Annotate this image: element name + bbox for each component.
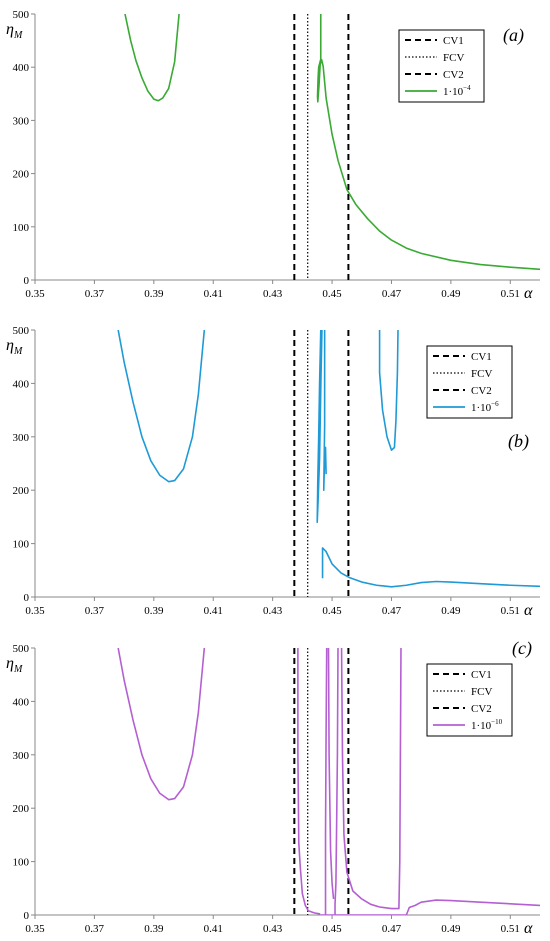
- x-tick-label: 0.49: [441, 288, 461, 300]
- legend-entry-label: CV2: [471, 385, 492, 397]
- legend-entry-label: CV1: [471, 669, 492, 681]
- x-axis-label: α: [524, 602, 533, 619]
- x-tick-label: 0.43: [263, 923, 283, 935]
- legend-entry-label: CV1: [471, 351, 492, 363]
- panel-label: (a): [503, 25, 524, 46]
- x-tick-label: 0.39: [144, 605, 164, 617]
- x-tick-label: 0.51: [501, 288, 520, 300]
- x-tick-label: 0.37: [85, 923, 105, 935]
- y-tick-label: 100: [13, 539, 30, 551]
- x-tick-label: 0.39: [144, 923, 164, 935]
- legend-entry-exponent: −4: [463, 84, 471, 92]
- series-line-segment: [117, 330, 206, 483]
- series-line-segment: [316, 14, 540, 271]
- x-tick-label: 0.41: [204, 288, 223, 300]
- y-tick-label: 0: [24, 910, 30, 922]
- y-axis-label-sub: M: [13, 664, 23, 675]
- series-line-segment: [405, 899, 540, 915]
- x-tick-label: 0.35: [25, 288, 45, 300]
- x-tick-label: 0.45: [322, 923, 342, 935]
- y-tick-label: 0: [24, 592, 30, 604]
- series-line-segment: [316, 330, 323, 524]
- y-tick-label: 300: [13, 432, 30, 444]
- series-line-segment: [117, 648, 206, 801]
- y-tick-label: 0: [24, 275, 30, 287]
- y-axis-label-sub: M: [13, 30, 23, 41]
- series-line-segment: [334, 648, 339, 915]
- y-tick-label: 500: [13, 325, 30, 337]
- x-tick-label: 0.49: [441, 923, 461, 935]
- x-tick-label: 0.45: [322, 605, 342, 617]
- chart-c-svg: 0 100 200 300 400 500 0.35 0.37 0.39 0.41 0.43 0.45…: [6, 638, 540, 937]
- legend-box: [426, 345, 513, 419]
- series-line-segment: [297, 648, 321, 915]
- y-tick-label: 500: [13, 643, 30, 655]
- legend-entry-label: FCV: [471, 686, 492, 698]
- x-tick-label: 0.49: [441, 605, 461, 617]
- x-tick-label: 0.35: [25, 605, 45, 617]
- series-line-segment: [378, 330, 399, 451]
- series-line-segment: [322, 330, 327, 491]
- series-line-segment: [124, 14, 180, 102]
- x-tick-label: 0.35: [25, 923, 45, 935]
- x-axis-label: α: [524, 920, 533, 937]
- x-tick-label: 0.39: [144, 288, 164, 300]
- x-tick-label: 0.45: [322, 288, 342, 300]
- x-tick-label: 0.41: [204, 923, 223, 935]
- x-tick-label: 0.47: [382, 605, 402, 617]
- x-axis-label: α: [524, 285, 533, 302]
- y-tick-label: 400: [13, 696, 30, 708]
- legend-entry-label: FCV: [471, 368, 492, 380]
- legend-box: [398, 29, 485, 103]
- x-tick-label: 0.47: [382, 923, 402, 935]
- series-line-segment: [321, 547, 540, 588]
- y-tick-label: 100: [13, 222, 30, 234]
- x-tick-label: 0.43: [263, 605, 283, 617]
- x-tick-label: 0.37: [85, 288, 105, 300]
- chart-a-svg: 0 100 200 300 400 500 0.35 0.37 0.39 0.41 0.43 0.45…: [6, 9, 540, 302]
- y-tick-label: 500: [13, 9, 30, 21]
- legend-entry-label: CV2: [471, 703, 492, 715]
- x-tick-label: 0.37: [85, 605, 105, 617]
- chart-b-svg: 0 100 200 300 400 500 0.35 0.37 0.39 0.41 0.43 0.45…: [6, 325, 540, 619]
- y-axis-label-sub: M: [13, 346, 23, 357]
- chart-panel-a: 0 100 200 300 400 500 0.35 0.37 0.39 0.41 0.43 0.45…: [0, 0, 550, 305]
- y-tick-label: 400: [13, 62, 30, 74]
- legend-box: [426, 663, 513, 737]
- chart-panel-b: 0 100 200 300 400 500 0.35 0.37 0.39 0.41 0.43 0.45…: [0, 316, 550, 621]
- panel-label: (b): [508, 431, 529, 452]
- legend-entry-label: CV1: [443, 35, 464, 47]
- y-tick-label: 200: [13, 803, 30, 815]
- y-tick-label: 300: [13, 115, 30, 127]
- y-tick-label: 100: [13, 857, 30, 869]
- series-line-segment: [340, 648, 402, 910]
- x-tick-label: 0.43: [263, 288, 283, 300]
- x-tick-label: 0.51: [501, 923, 520, 935]
- y-tick-label: 400: [13, 378, 30, 390]
- series-line-segment: [327, 648, 335, 900]
- y-axis-label: ηM: [6, 21, 23, 41]
- y-tick-label: 200: [13, 169, 30, 181]
- legend-entry-label: CV2: [443, 69, 464, 81]
- panel-label: (c): [512, 638, 532, 659]
- y-tick-label: 300: [13, 750, 30, 762]
- y-tick-label: 200: [13, 485, 30, 497]
- y-axis-label: ηM: [6, 655, 23, 675]
- y-axis-label: ηM: [6, 337, 23, 357]
- series-line-segment: [324, 648, 328, 915]
- x-tick-label: 0.51: [501, 605, 520, 617]
- chart-panel-c: 0 100 200 300 400 500 0.35 0.37 0.39 0.41 0.43 0.45…: [0, 634, 550, 939]
- legend-entry-label: FCV: [443, 52, 464, 64]
- legend-entry-exponent: −10: [491, 718, 502, 726]
- legend-entry-exponent: −6: [491, 400, 499, 408]
- x-tick-label: 0.47: [382, 288, 402, 300]
- x-tick-label: 0.41: [204, 605, 223, 617]
